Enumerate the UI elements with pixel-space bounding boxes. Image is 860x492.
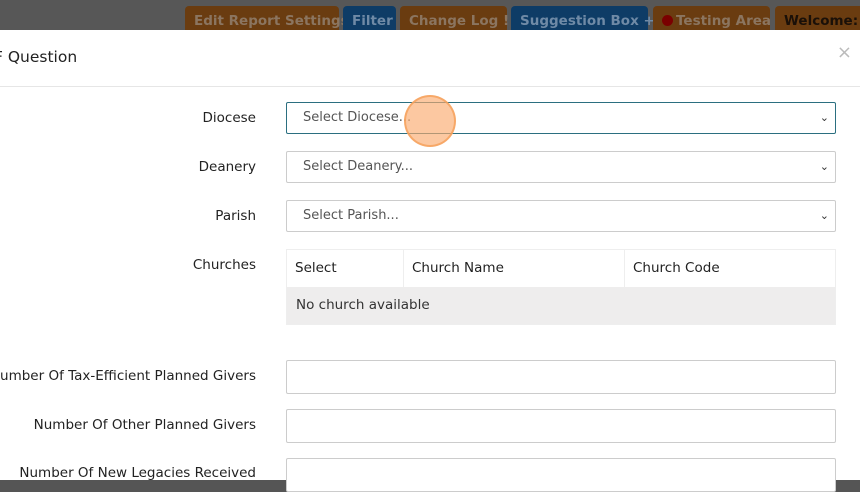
diocese-label: Diocese [202,110,256,126]
button-label: Welcome: [784,13,859,29]
diocese-placeholder: Select Diocese... [303,110,412,125]
empty-row: No church available [287,287,835,324]
parish-label: Parish [215,208,256,224]
other-planned-givers-input[interactable] [286,409,836,443]
divider [0,86,860,87]
table-header: Select Church Name Church Code [287,250,835,287]
deanery-select[interactable]: Select Deanery... ⌄ [286,151,836,183]
parish-select[interactable]: Select Parish... ⌄ [286,200,836,232]
deanery-placeholder: Select Deanery... [303,159,414,174]
top-nav-bar: Edit Report Settings Filter Change Log !… [0,0,860,40]
chevron-down-icon: ⌄ [819,160,829,173]
column-header-church-name: Church Name [404,250,625,287]
exclamation-icon: ! [503,13,510,29]
button-label: Change Log [409,13,499,29]
button-label: Edit Report Settings [194,13,349,29]
churches-table: Select Church Name Church Code No church… [286,249,836,325]
chevron-down-icon: ⌄ [819,209,829,222]
tax-efficient-givers-input[interactable] [286,360,836,394]
close-icon[interactable]: × [836,42,852,63]
red-dot-icon [662,15,673,26]
chevron-down-icon: ⌄ [819,111,829,124]
question-modal: F Question × Diocese Select Diocese... ⌄ … [0,30,860,492]
new-legacies-label: Number Of New Legacies Received [19,465,256,481]
button-label: Filter [352,13,393,29]
tax-efficient-givers-label: Number Of Tax-Efficient Planned Givers [0,368,256,384]
button-label: Suggestion Box [520,13,639,29]
button-label: Testing Area [676,13,772,29]
other-planned-givers-label: Number Of Other Planned Givers [33,417,256,433]
parish-placeholder: Select Parish... [303,208,399,223]
column-header-select: Select [287,250,404,287]
column-header-church-code: Church Code [633,260,720,276]
plus-icon: + [643,13,655,29]
churches-label: Churches [192,257,256,273]
deanery-label: Deanery [198,159,256,175]
diocese-select[interactable]: Select Diocese... ⌄ [286,102,836,134]
modal-title: F Question [0,48,78,66]
new-legacies-input[interactable] [286,458,836,492]
